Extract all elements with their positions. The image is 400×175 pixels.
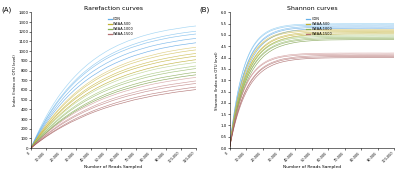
Y-axis label: Index (Index on OTU level): Index (Index on OTU level) [13, 54, 17, 106]
Y-axis label: Shannon (Index on OTU level): Shannon (Index on OTU level) [215, 51, 219, 110]
Text: (A): (A) [1, 7, 12, 13]
Title: Shannon curves: Shannon curves [287, 6, 337, 10]
X-axis label: Number of Reads Sampled: Number of Reads Sampled [84, 165, 142, 169]
Legend: CON, WEAA-500, WEAA-1000, WEAA-1500: CON, WEAA-500, WEAA-1000, WEAA-1500 [306, 17, 333, 37]
Text: (B): (B) [200, 7, 210, 13]
X-axis label: Number of Reads Sampled: Number of Reads Sampled [283, 165, 341, 169]
Title: Rarefaction curves: Rarefaction curves [84, 6, 143, 10]
Legend: CON, WEAA-500, WEAA-1000, WEAA-1500: CON, WEAA-500, WEAA-1000, WEAA-1500 [107, 17, 134, 37]
